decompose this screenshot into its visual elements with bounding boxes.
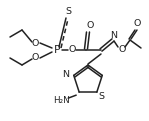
Text: H₂N: H₂N	[53, 96, 69, 105]
Text: S: S	[65, 8, 71, 16]
Text: O: O	[86, 20, 94, 30]
Text: O: O	[118, 45, 126, 53]
Text: P: P	[54, 45, 60, 55]
Text: O: O	[133, 19, 141, 29]
Text: O: O	[31, 38, 39, 48]
Text: N: N	[62, 70, 69, 79]
Text: O: O	[31, 53, 39, 63]
Text: O: O	[68, 45, 76, 54]
Text: S: S	[99, 92, 105, 101]
Text: N: N	[111, 30, 118, 39]
